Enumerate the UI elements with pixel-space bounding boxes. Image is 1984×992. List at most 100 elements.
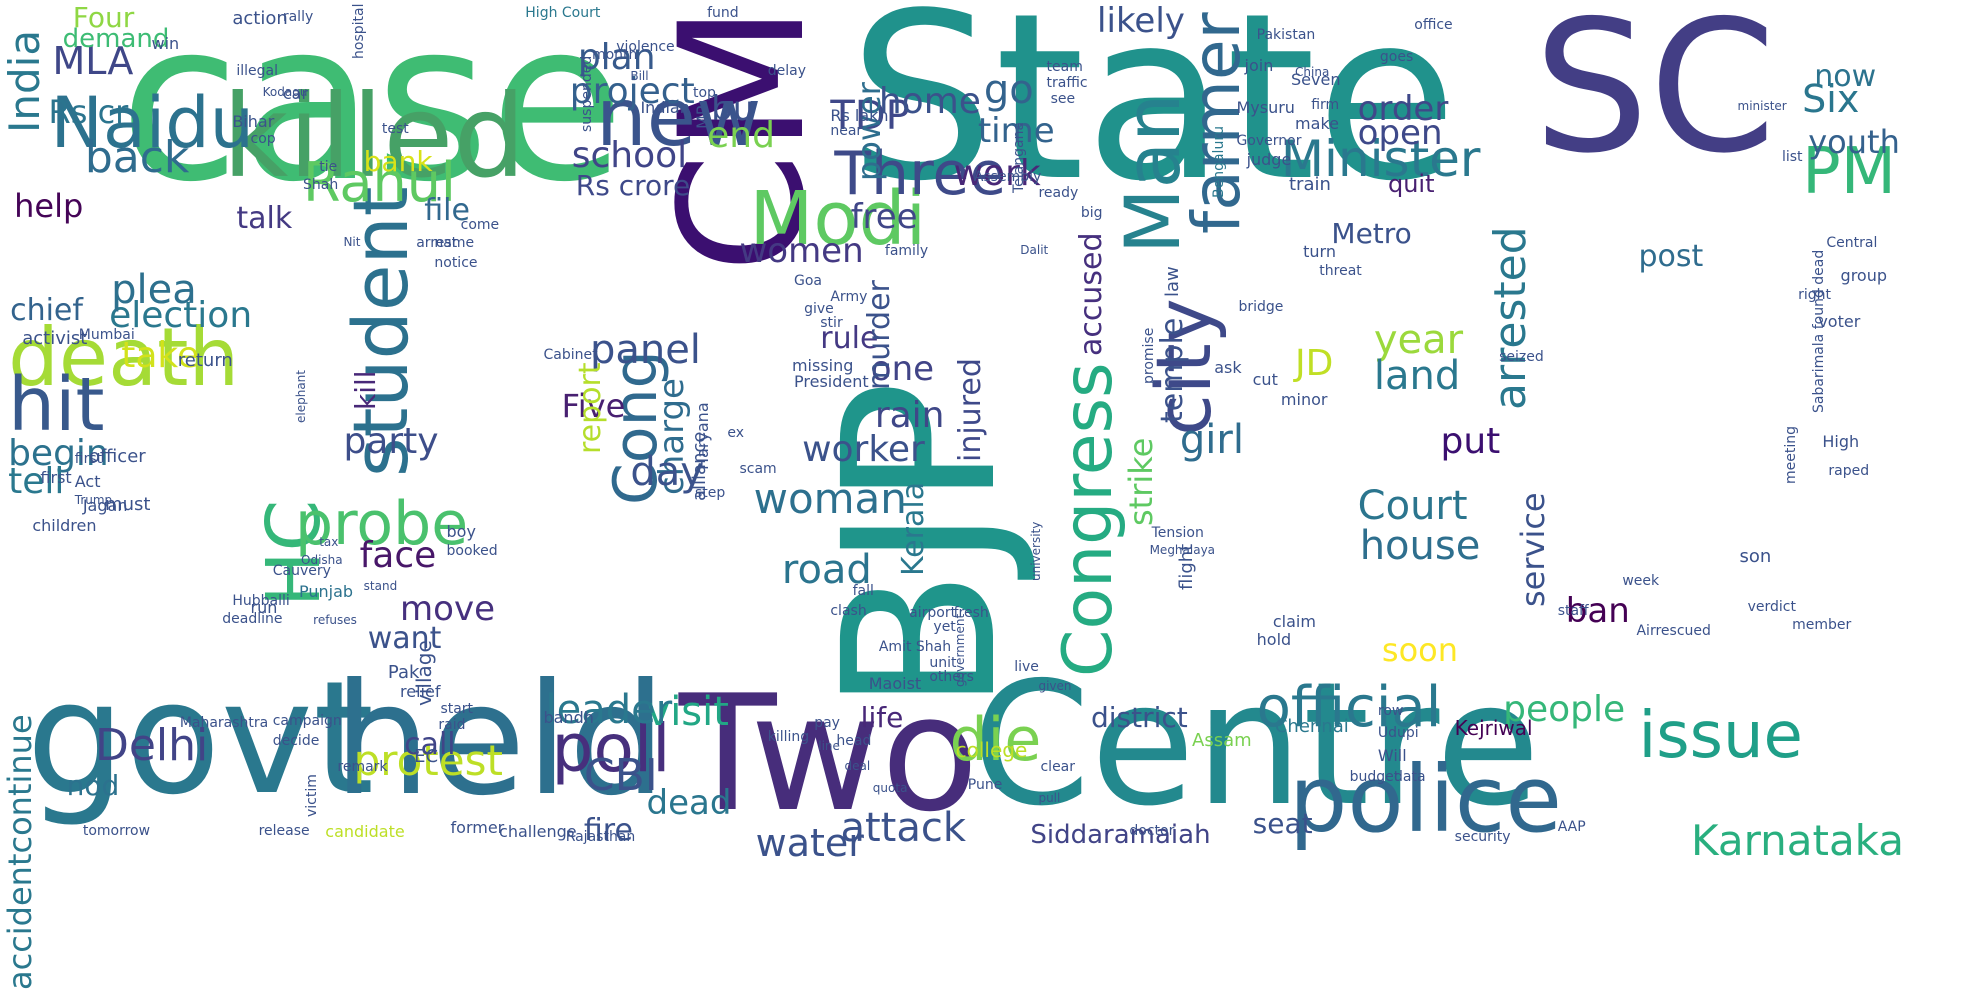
- word-high-court: High Court: [525, 5, 601, 21]
- word-udupi: Udupi: [1377, 725, 1419, 741]
- word-name: name: [434, 235, 475, 251]
- word-rs-lakh: Rs lakh: [830, 106, 889, 125]
- word-seven: Seven: [1291, 70, 1341, 89]
- word-new: new: [596, 71, 762, 164]
- word-security: security: [1454, 829, 1511, 845]
- word-pm: PM: [1802, 135, 1896, 209]
- word-panel: panel: [589, 327, 701, 373]
- word-chennai: Chennai: [1274, 716, 1349, 737]
- word-son: son: [1739, 546, 1772, 567]
- word-decide: decide: [272, 733, 320, 749]
- word-leader: leader: [545, 687, 673, 733]
- word-accidentcontinue: accidentcontinue: [1, 714, 40, 990]
- word-back: back: [84, 132, 190, 183]
- word-suspended: suspended: [578, 55, 595, 132]
- word-arrested: arrested: [1485, 226, 1536, 410]
- word-take: take: [121, 335, 200, 376]
- word-help: help: [14, 187, 84, 225]
- word-rule: rule: [820, 321, 879, 356]
- word-come: come: [460, 217, 500, 233]
- word-dead: dead: [646, 783, 732, 823]
- word-strike: strike: [1122, 437, 1161, 526]
- word-rahul: Rahul: [303, 151, 456, 214]
- word-fall: fall: [852, 583, 874, 599]
- word-raid: raid: [438, 717, 466, 733]
- word-rain: rain: [874, 395, 945, 436]
- word-amit-shah: Amit Shah: [878, 639, 952, 655]
- word-given: given: [1038, 679, 1072, 693]
- word-quit: quit: [1387, 170, 1435, 198]
- word-promise: promise: [1140, 327, 1157, 384]
- word-hospital: hospital: [350, 3, 367, 59]
- word-row: row: [1377, 703, 1404, 719]
- word-goa: Goa: [794, 273, 822, 289]
- word-begin: begin: [8, 433, 109, 474]
- word-clear: clear: [1040, 759, 1076, 775]
- word-college: college: [955, 738, 1028, 762]
- word-cop: cop: [250, 131, 276, 147]
- word-china: China: [1295, 65, 1330, 79]
- word-release: release: [258, 823, 310, 839]
- word-die: die: [949, 705, 1042, 775]
- word-woman: woman: [753, 474, 907, 523]
- word-indian: Indian: [640, 98, 690, 117]
- word-test: test: [381, 121, 409, 137]
- word-judge: judge: [1246, 150, 1292, 169]
- word-worker: worker: [802, 429, 925, 470]
- word-train: train: [1288, 174, 1331, 195]
- word-metro: Metro: [1331, 217, 1412, 250]
- word-cut: cut: [1252, 370, 1278, 389]
- word-hubballi: Hubballi: [232, 593, 290, 609]
- word-talk: talk: [236, 201, 293, 236]
- word-six: Six: [1802, 77, 1860, 121]
- word-order: order: [1357, 89, 1449, 129]
- word-modi: Modi: [749, 176, 927, 262]
- word-centre: Centre: [971, 646, 1541, 844]
- word-maharashtra: Maharashtra: [179, 715, 269, 731]
- word-central: Central: [1826, 235, 1878, 251]
- word-jagan: Jagan: [82, 496, 128, 515]
- word-clash: clash: [830, 603, 867, 619]
- word-tie: tie: [319, 159, 338, 175]
- word-step: step: [695, 485, 726, 501]
- word-give: give: [804, 301, 834, 317]
- word-challenge: challenge: [499, 822, 577, 841]
- word-sc: SC: [1533, 0, 1777, 193]
- word-fresh: fresh: [953, 605, 989, 621]
- word-congress: Congress: [1048, 362, 1128, 678]
- word-minor: minor: [1280, 390, 1328, 409]
- word-former: former: [450, 818, 505, 837]
- word-minister: minister: [1737, 99, 1787, 113]
- word-deal: deal: [844, 759, 871, 773]
- word-minister: Minister: [1280, 130, 1481, 188]
- word-cauvery: Cauvery: [272, 563, 331, 579]
- word-pull: pull: [1038, 791, 1061, 805]
- word-move: move: [400, 589, 495, 629]
- word-turn: turn: [1303, 242, 1336, 261]
- word-land: land: [1373, 353, 1461, 399]
- word-trump: Trump: [74, 493, 113, 507]
- word-siddaramaiah: Siddaramaiah: [1030, 820, 1211, 850]
- word-illegal: illegal: [236, 63, 279, 79]
- word-mysuru: Mysuru: [1236, 98, 1295, 117]
- word-scam: scam: [739, 461, 777, 477]
- word-bandh: bandh: [543, 708, 594, 727]
- word-start: start: [440, 701, 474, 717]
- word-now: now: [1814, 59, 1877, 94]
- word-poll: poll: [551, 710, 671, 787]
- word-big: big: [1080, 205, 1103, 221]
- word-remark: remark: [337, 759, 388, 775]
- word-must: must: [105, 494, 151, 515]
- word-booked: booked: [446, 543, 498, 559]
- word-president: President: [794, 372, 869, 391]
- word-state: State: [848, 0, 1458, 232]
- word-official: official: [1256, 675, 1442, 740]
- word-haryana: Haryana: [693, 402, 712, 470]
- word-week: week: [1622, 573, 1660, 589]
- word-month: month: [591, 47, 638, 63]
- word-pakistan: Pakistan: [1256, 27, 1316, 43]
- word-aap: AAP: [1557, 819, 1586, 835]
- word-line: line: [818, 739, 840, 753]
- word-hold: hold: [1256, 630, 1292, 649]
